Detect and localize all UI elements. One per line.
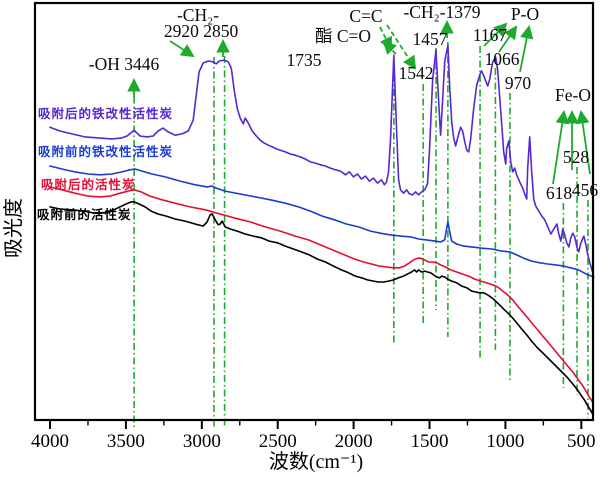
x-tick-label: 2500 <box>259 431 297 452</box>
annotation-arrow <box>519 25 534 73</box>
annotation-arrow <box>386 24 417 70</box>
peak-label: -CH₂- <box>177 5 219 25</box>
spectrum-curve <box>49 165 595 278</box>
peak-label: 1542 <box>399 63 434 83</box>
peak-label: 酯 C=O <box>315 26 371 46</box>
annotation-arrow <box>498 25 518 53</box>
annotation-vlines <box>133 42 589 428</box>
x-tick-label: 3000 <box>183 431 221 452</box>
curve-label: 吸附前的铁改性活性炭 <box>38 144 173 159</box>
peak-label: 2920 2850 <box>164 21 239 41</box>
spectrum-curve <box>49 186 594 403</box>
annotation-arrow <box>379 26 392 51</box>
peak-label: P-O <box>511 4 539 24</box>
x-tick-label: 1000 <box>486 431 524 452</box>
curve-label: 吸附后的铁改性活性炭 <box>38 106 173 121</box>
spectrum-curve <box>49 201 594 416</box>
peak-label: -CH₂-1379 <box>403 2 480 22</box>
x-axis-ticks <box>49 420 583 429</box>
x-axis-title: 波数(cm⁻¹) <box>269 450 363 473</box>
peak-label: Fe-O <box>555 85 591 105</box>
annotation-arrow <box>552 109 569 185</box>
peak-label: 528 <box>563 147 590 167</box>
annotation-arrows <box>127 19 591 185</box>
x-tick-label: 500 <box>567 431 596 452</box>
curve-label: 吸附前的活性炭 <box>37 207 132 222</box>
peak-label: 456 <box>572 180 599 200</box>
x-axis-tick-labels: 4000 3500 3000 2500 2000 1500 1000 500 <box>31 431 596 452</box>
annotation-arrow <box>169 40 195 58</box>
x-tick-label: 2000 <box>335 431 373 452</box>
peak-label: 1457 <box>413 29 448 49</box>
annotation-arrow <box>483 22 508 47</box>
peak-label: 970 <box>505 73 532 93</box>
spectrum-curve <box>49 44 594 274</box>
peak-label: C=C <box>349 6 382 26</box>
plot-frame <box>33 1 595 422</box>
peak-label: -OH 3446 <box>89 54 160 74</box>
peak-label: 1066 <box>485 49 520 69</box>
x-tick-label: 4000 <box>31 431 69 452</box>
curve-label: 吸附后的活性炭 <box>41 177 136 192</box>
annotation-arrow <box>575 109 591 175</box>
peak-label: 1735 <box>287 50 322 70</box>
peak-annotation-labels: -OH 3446 -CH₂-2920 2850 酯 C=O 1735 C=C -CH₂-1… <box>89 2 599 203</box>
peak-label: 618 <box>546 183 573 203</box>
y-axis-title: 吸光度 <box>2 198 25 258</box>
spectra-curves <box>49 44 595 416</box>
x-tick-label: 3500 <box>107 431 145 452</box>
peak-label: 1167 <box>473 25 508 45</box>
x-tick-label: 1500 <box>411 431 449 452</box>
